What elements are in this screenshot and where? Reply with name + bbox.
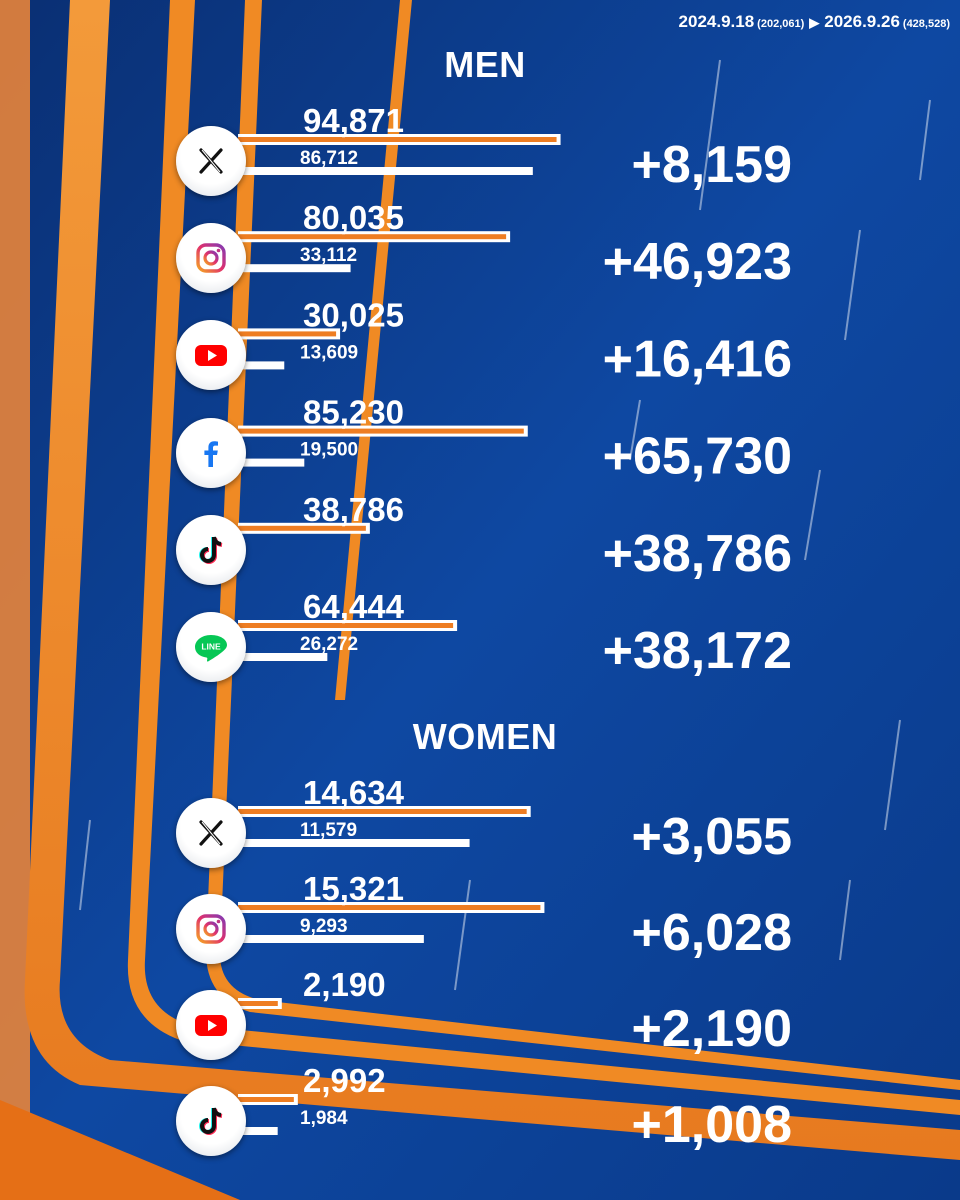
men-tiktok-label-latest: 38,786: [303, 491, 404, 528]
men-x-bar-previous: [238, 167, 533, 175]
men-facebook-bar-previous: [238, 458, 305, 467]
women-instagram-bar-previous: [238, 935, 424, 943]
men-facebook-label-latest: 85,230: [303, 394, 404, 431]
women-instagram-label-latest: 15,321: [303, 870, 404, 907]
facebook-icon: [176, 417, 246, 488]
women-youtube-bar-latest: [238, 1001, 278, 1006]
men-facebook-bar-latest: [238, 428, 524, 434]
women-youtube-label-latest: 2,190: [303, 966, 386, 1003]
men-facebook-difference: +65,730: [603, 428, 792, 486]
tiktok-icon: [176, 1086, 246, 1156]
section-title-men: MEN: [444, 44, 526, 85]
women-tiktok-bar-latest: [238, 1097, 294, 1102]
men-x-bar-latest: [238, 137, 557, 142]
men-x-difference: +8,159: [632, 136, 793, 194]
men-line-bar-latest: [238, 623, 454, 628]
line-icon: LINE: [176, 612, 246, 682]
men-x-label-latest: 94,871: [303, 102, 404, 139]
women-x-label-latest: 14,634: [303, 774, 405, 811]
men-x-label-previous: 86,712: [300, 148, 358, 169]
men-youtube-bar-latest: [238, 331, 337, 337]
youtube-icon: [176, 990, 246, 1060]
men-tiktok-difference: +38,786: [603, 525, 792, 583]
men-line-difference: +38,172: [603, 622, 792, 680]
men-facebook-label-previous: 19,500: [300, 440, 358, 461]
women-instagram-difference: +6,028: [632, 904, 793, 962]
from-total: (202,061): [757, 18, 805, 30]
women-tiktok-difference: +1,008: [632, 1096, 793, 1154]
men-youtube-bar-previous: [238, 361, 285, 370]
section-title-women: WOMEN: [412, 716, 558, 757]
women-youtube-difference: +2,190: [632, 1000, 793, 1058]
tiktok-icon: [176, 514, 246, 585]
women-x-bar-latest: [238, 809, 527, 814]
men-instagram-label-latest: 80,035: [303, 199, 404, 236]
women-x-difference: +3,055: [632, 808, 793, 866]
women-tiktok-label-latest: 2,992: [303, 1062, 386, 1099]
to-date: 2026.9.26: [824, 12, 900, 31]
x-icon: [176, 798, 246, 868]
men-line-label-previous: 26,272: [300, 634, 358, 655]
to-total: (428,528): [902, 18, 950, 30]
x-icon: [176, 126, 246, 196]
men-line-bar-previous: [238, 653, 328, 661]
men-instagram-bar-latest: [238, 234, 507, 240]
from-date: 2024.9.18: [678, 12, 755, 31]
arrow-right-icon: ▶: [809, 15, 820, 30]
women-tiktok-label-previous: 1,984: [300, 1108, 348, 1129]
instagram-icon: [176, 223, 246, 294]
men-line-label-latest: 64,444: [303, 588, 405, 625]
men-instagram-label-previous: 33,112: [300, 245, 357, 266]
women-instagram-bar-latest: [238, 905, 541, 910]
men-instagram-bar-previous: [238, 264, 351, 273]
men-instagram-difference: +46,923: [603, 233, 792, 291]
women-tiktok-bar-previous: [238, 1127, 278, 1135]
instagram-icon: [176, 894, 246, 964]
svg-text:LINE: LINE: [201, 642, 221, 652]
men-tiktok-bar-latest: [238, 525, 366, 531]
date-range-header: 2024.9.18 (202,061) ▶ 2026.9.26 (428,528…: [679, 12, 950, 32]
women-x-label-previous: 11,579: [300, 820, 357, 841]
women-instagram-label-previous: 9,293: [300, 916, 348, 937]
men-youtube-difference: +16,416: [603, 330, 792, 388]
men-youtube-label-previous: 13,609: [300, 342, 358, 363]
youtube-icon: [176, 320, 246, 391]
women-x-bar-previous: [238, 839, 470, 847]
men-youtube-label-latest: 30,025: [303, 296, 404, 333]
